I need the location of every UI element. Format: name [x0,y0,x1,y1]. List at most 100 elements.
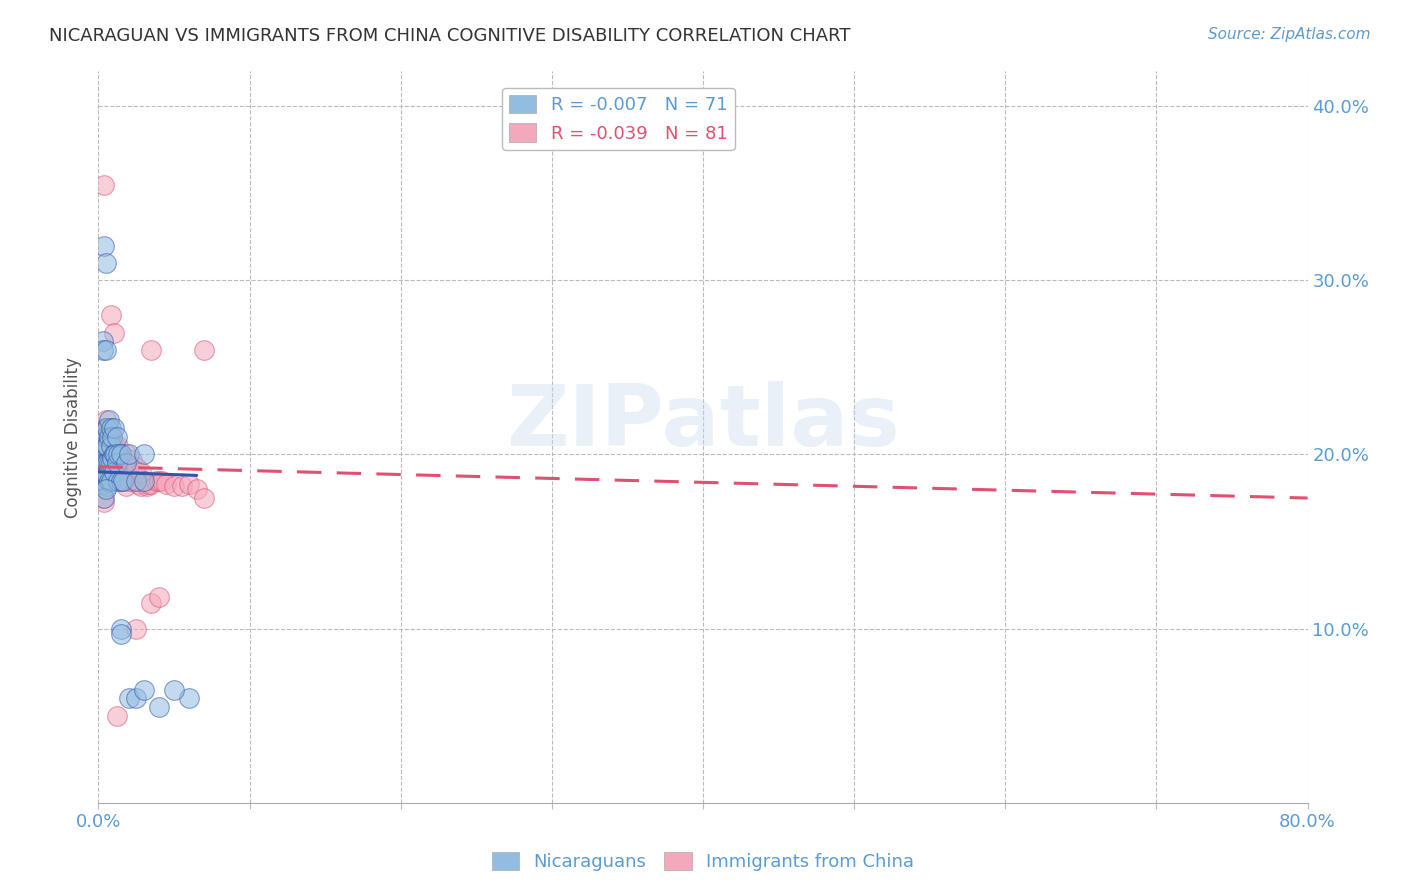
Point [90,461,112,475]
Point [94,256,117,270]
Point [114,456,136,470]
Point [94,430,117,444]
Point [98,474,121,488]
Point [90,454,112,468]
Point [103,326,125,340]
Point [114,479,136,493]
Point [98,412,121,426]
Point [125,468,148,483]
Point [148,591,170,605]
Point [94,412,117,426]
Point [91,448,114,462]
Point [110,448,132,462]
Point [91,477,114,491]
Text: NICARAGUAN VS IMMIGRANTS FROM CHINA COGNITIVE DISABILITY CORRELATION CHART: NICARAGUAN VS IMMIGRANTS FROM CHINA COGN… [49,27,851,45]
Point [105,430,128,444]
Point [96,479,118,493]
Point [93,421,115,435]
Point [105,456,128,470]
Point [90,463,112,477]
Point [125,691,148,706]
Text: Source: ZipAtlas.com: Source: ZipAtlas.com [1208,27,1371,42]
Point [103,439,125,453]
Point [104,439,127,453]
Point [132,474,155,488]
Point [96,439,118,453]
Point [148,700,170,714]
Point [170,479,193,493]
Point [141,343,163,357]
Point [129,465,152,479]
Point [93,178,115,192]
Point [104,456,127,470]
Point [110,448,132,462]
Point [91,439,114,453]
Point [96,421,118,435]
Point [107,474,129,488]
Point [118,465,141,479]
Point [129,479,152,493]
Point [94,483,117,497]
Point [121,465,143,479]
Point [110,450,132,465]
Point [121,452,143,467]
Point [100,439,122,453]
Point [100,430,122,444]
Point [91,463,114,477]
Point [101,430,124,444]
Point [94,439,117,453]
Point [89,474,111,488]
Point [163,479,186,493]
Point [100,439,122,453]
Point [96,439,118,453]
Point [103,465,125,479]
Point [91,439,114,453]
Point [111,474,134,488]
Point [94,343,117,357]
Point [100,474,122,488]
Point [122,474,145,488]
Point [186,483,208,497]
Point [90,454,112,468]
Point [111,474,134,488]
Point [110,622,132,636]
Point [118,448,141,462]
Point [114,465,136,479]
Point [118,691,141,706]
Point [112,474,135,488]
Point [93,238,115,252]
Point [100,456,122,470]
Point [91,334,114,349]
Point [108,448,131,462]
Point [132,474,155,488]
Point [179,477,201,491]
Point [93,494,115,508]
Point [94,421,117,435]
Point [155,477,177,491]
Point [120,468,142,483]
Point [96,468,118,483]
Point [101,448,124,462]
Point [107,448,129,462]
Point [127,477,149,491]
Point [100,308,122,322]
Point [112,456,135,470]
Point [128,474,150,488]
Point [90,448,112,462]
Point [91,470,114,484]
Point [115,465,138,479]
Point [91,454,114,468]
Point [91,491,114,505]
Point [110,474,132,488]
Point [91,343,114,357]
Point [105,465,128,479]
Point [93,439,115,453]
Point [93,450,115,465]
Point [136,477,159,491]
Point [96,421,118,435]
Point [125,459,148,474]
Point [93,465,115,479]
Point [118,474,141,488]
Point [103,421,125,435]
Point [141,595,163,609]
